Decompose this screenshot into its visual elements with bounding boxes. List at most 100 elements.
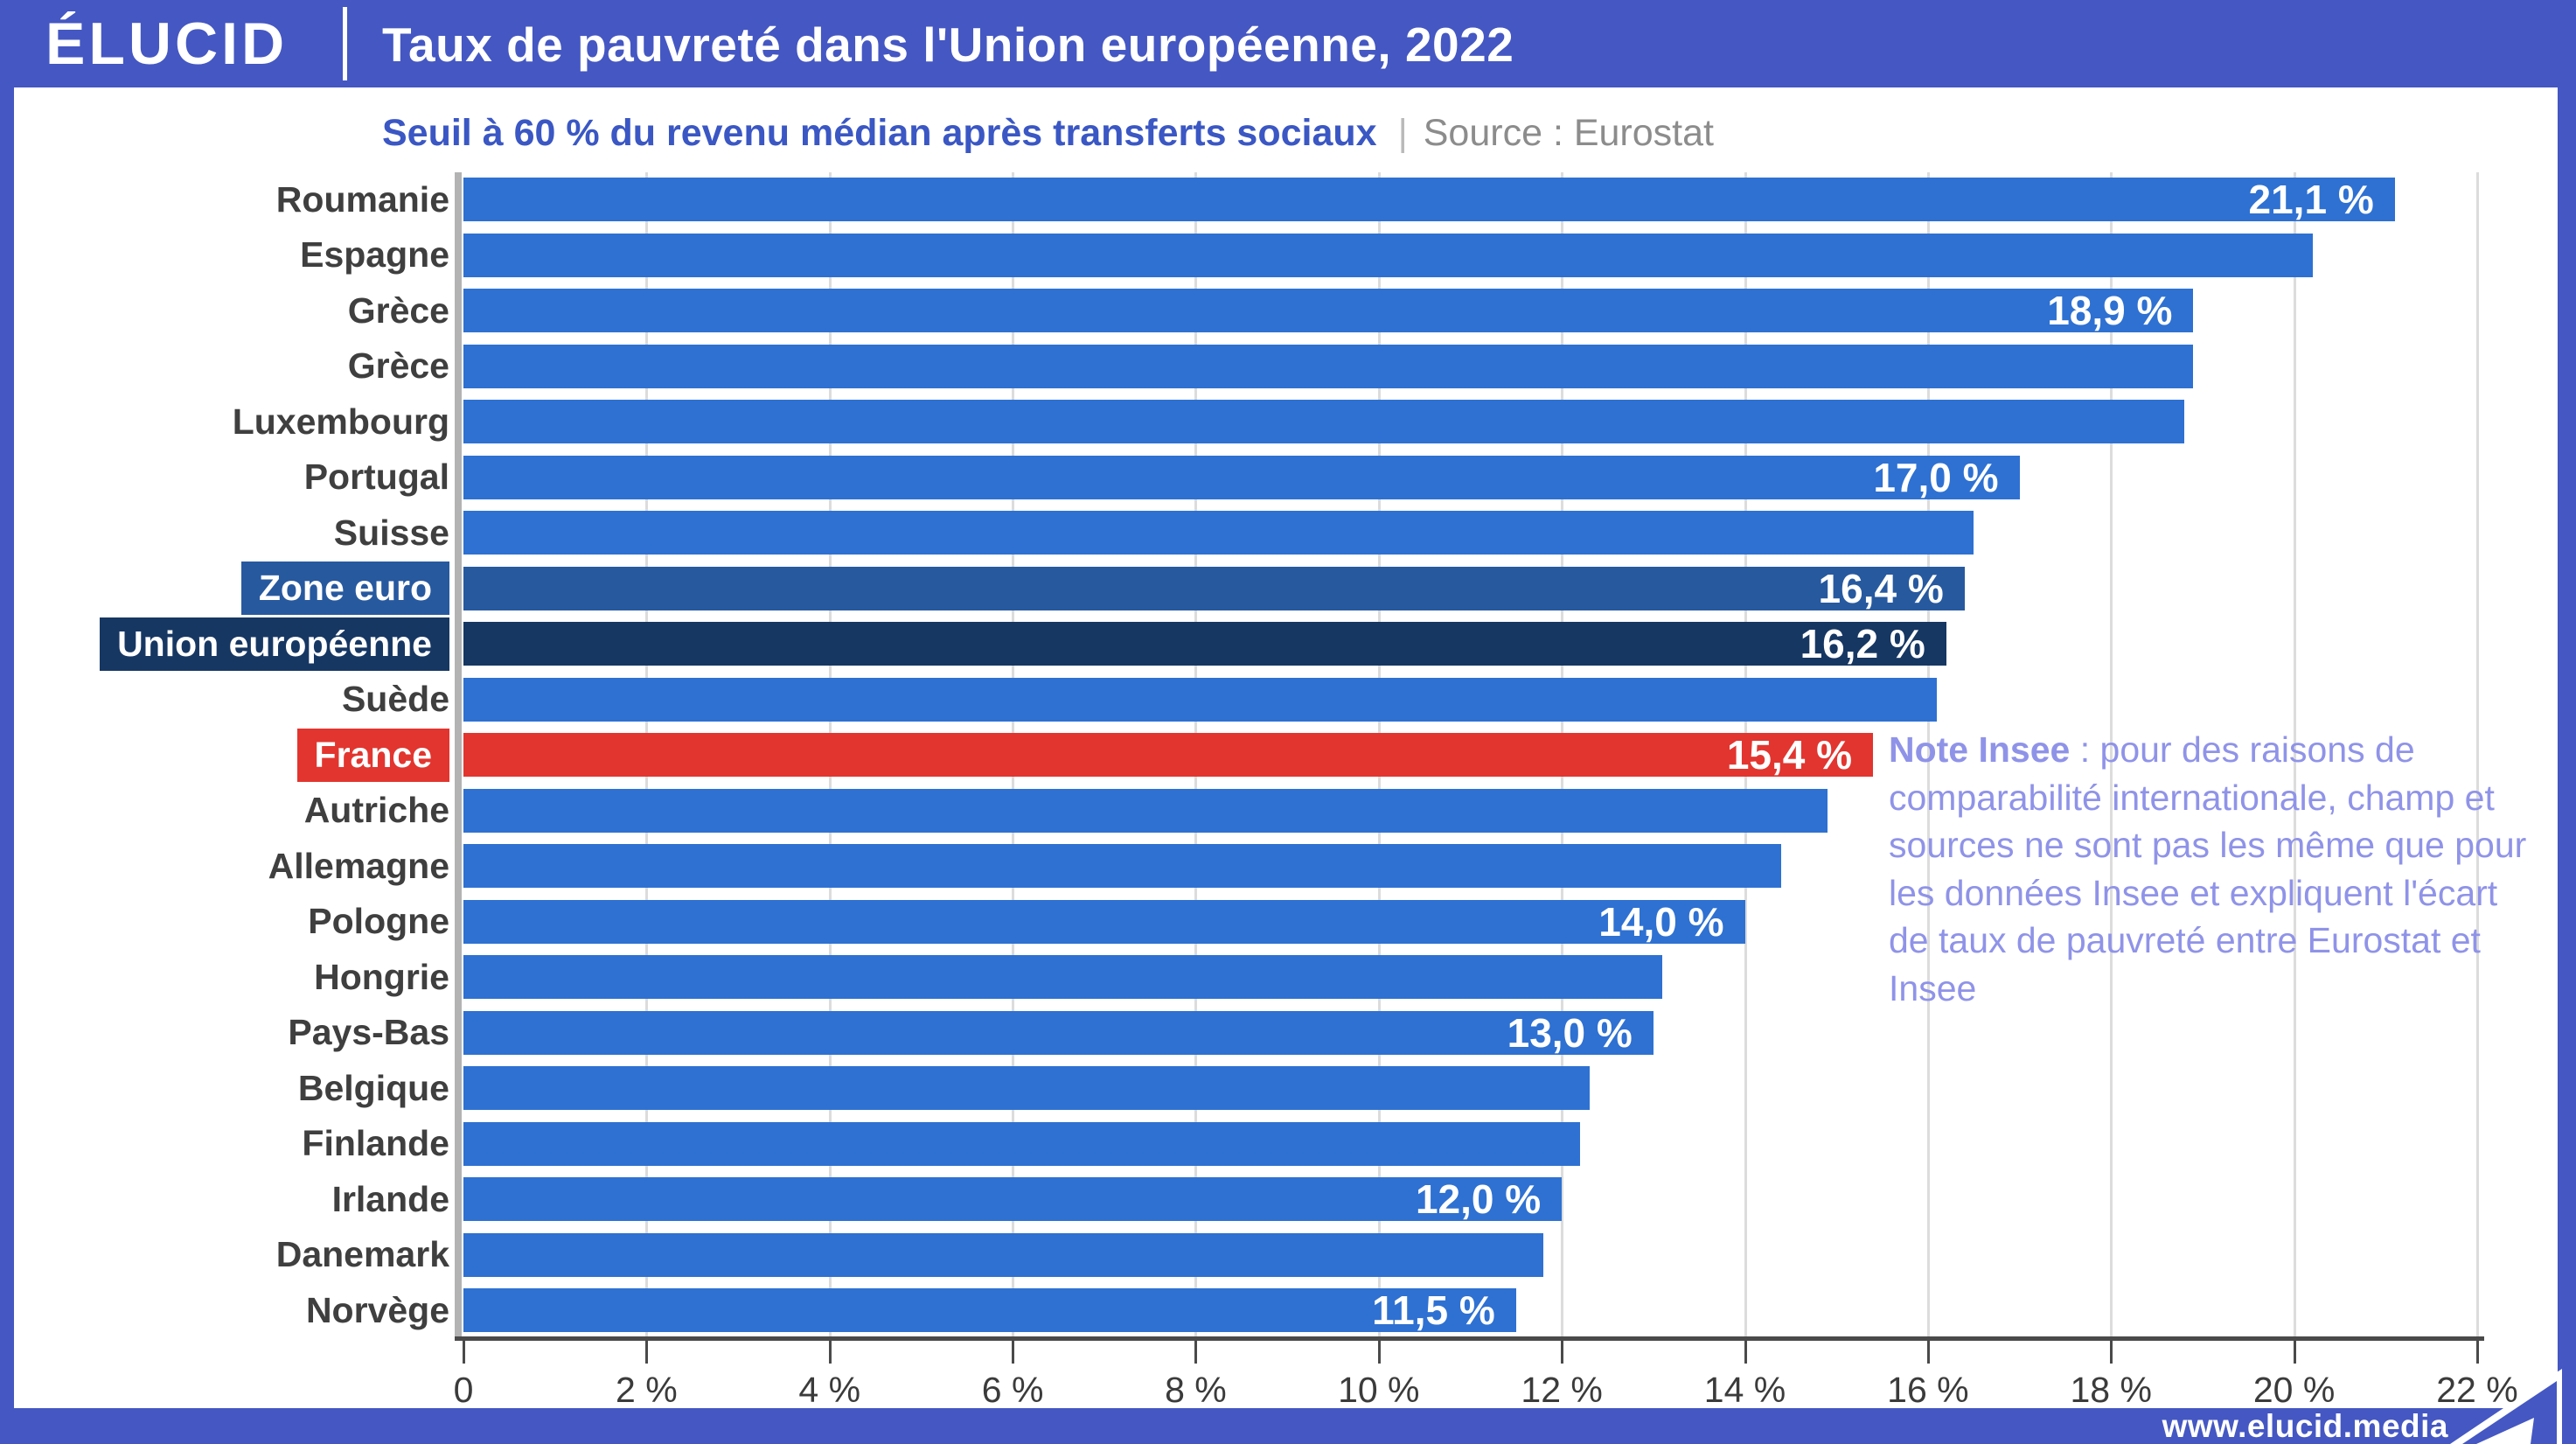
axis-tick-label: 14 % [1703, 1370, 1786, 1410]
bar-value-label: 12,0 % [1415, 1176, 1542, 1222]
country-label-text: Portugal [303, 457, 449, 497]
axis-tick [1194, 1341, 1198, 1364]
bar: 21,1 % [463, 177, 2395, 222]
country-label-text: Espagne [300, 234, 449, 275]
bar: 12,0 % [463, 1176, 1563, 1222]
country-label-text: Danemark [275, 1234, 449, 1274]
bar-value-label: 17,0 % [1873, 454, 1999, 500]
country-label: Finlande [14, 1122, 449, 1166]
country-label-text: Suède [341, 679, 449, 719]
country-label-text: Irlande [331, 1178, 449, 1219]
country-label: Irlande [14, 1177, 449, 1221]
country-label-text: Allemagne [268, 845, 449, 886]
country-label-text: Pologne [308, 901, 449, 941]
axis-tick [2475, 1341, 2479, 1364]
elucid-flag-icon [2450, 1369, 2562, 1444]
axis-tick-label: 10 % [1338, 1370, 1420, 1410]
axis-tick-label: 22 % [2436, 1370, 2518, 1410]
country-label-text: Hongrie [314, 956, 449, 997]
country-label: Suède [14, 678, 449, 722]
bar: 16,4 % [463, 565, 1965, 611]
bar [463, 1232, 1544, 1277]
axis-tick-label: 20 % [2252, 1370, 2336, 1410]
country-label: Luxembourg [14, 400, 449, 443]
country-label: Suisse [14, 511, 449, 555]
bar-value-label: 16,2 % [1800, 621, 1925, 666]
header-bar: ÉLUCID Taux de pauvreté dans l'Union eur… [0, 0, 2576, 87]
country-label-text: Finlande [302, 1123, 449, 1163]
header-separator [343, 7, 347, 80]
bar [463, 844, 1782, 888]
country-label: Danemark [14, 1233, 449, 1277]
insee-note: Note Insee : pour des raisons de compara… [1889, 726, 2545, 1012]
country-label-text: Luxembourg [232, 401, 449, 442]
axis-tick-label: 0 [453, 1370, 474, 1410]
bar-value-label: 14,0 % [1598, 898, 1724, 945]
chart-panel: Seuil à 60 % du revenu médian après tran… [14, 87, 2558, 1410]
axis-tick-label: 18 % [2070, 1370, 2152, 1410]
bar [463, 344, 2194, 388]
y-axis-line [455, 172, 462, 1336]
bar [463, 511, 1974, 555]
bar-value-label: 18,9 % [2047, 288, 2173, 333]
bar [463, 677, 1938, 722]
gridline [1926, 172, 1930, 1336]
bar: 17,0 % [463, 454, 2020, 500]
country-label-text: Belgique [297, 1067, 449, 1108]
axis-tick [1744, 1341, 1747, 1364]
axis-tick [1377, 1341, 1381, 1364]
elucid-logo: ÉLUCID [45, 10, 289, 77]
highlight-pill: Union européenne [100, 617, 449, 671]
bar [463, 788, 1828, 833]
highlight-label: Union européenne [14, 617, 449, 671]
bar: 15,4 % [463, 732, 1874, 778]
bar [463, 1121, 1581, 1166]
country-label-text: Roumanie [275, 178, 449, 220]
axis-tick [2110, 1341, 2113, 1364]
bar-value-label: 11,5 % [1372, 1287, 1495, 1333]
footer-bar: www.elucid.media [0, 1408, 2576, 1444]
bar [463, 1066, 1590, 1110]
country-label: Roumanie [14, 178, 449, 221]
country-label-text: Grèce [347, 289, 449, 331]
website-link[interactable]: www.elucid.media [2162, 1408, 2448, 1444]
country-label-text: Norvège [305, 1289, 449, 1330]
bar [463, 400, 2184, 443]
gridline [2293, 172, 2296, 1336]
bar-value-label: 15,4 % [1726, 732, 1853, 778]
bar: 13,0 % [463, 1009, 1654, 1056]
bar [463, 233, 2313, 277]
axis-tick-label: 6 % [981, 1370, 1044, 1410]
page-title: Taux de pauvreté dans l'Union européenne… [382, 17, 1514, 72]
country-label: Pologne [14, 900, 449, 944]
country-label: Pays-Bas [14, 1011, 449, 1055]
bar-value-label: 13,0 % [1507, 1009, 1633, 1056]
country-label-text: Suisse [333, 512, 449, 553]
bar: 14,0 % [463, 898, 1745, 945]
bar-chart: 0 2 % 4 % 6 % 8 % 10 % 12 % 14 % 16 % 18 % 20 % 22 … [14, 87, 2558, 1410]
country-label: Belgique [14, 1066, 449, 1110]
country-label: Hongrie [14, 955, 449, 999]
highlight-label: France [14, 728, 449, 782]
bar-value-label: 16,4 % [1818, 565, 1944, 611]
insee-note-text: : pour des raisons de comparabilité inte… [1889, 729, 2527, 1008]
country-label: Portugal [14, 456, 449, 499]
axis-tick-label: 2 % [616, 1370, 678, 1410]
bar: 16,2 % [463, 621, 1946, 666]
country-label: Grèce [14, 345, 449, 388]
subtitle-divider: | [1397, 112, 1408, 154]
axis-tick-label: 12 % [1521, 1370, 1603, 1410]
subtitle-text: Seuil à 60 % du revenu médian après tran… [382, 112, 1377, 154]
axis-tick [2293, 1341, 2296, 1364]
axis-tick [463, 1341, 465, 1364]
highlight-pill: Zone euro [240, 562, 449, 615]
axis-tick [1012, 1341, 1015, 1364]
source-text: Source : Eurostat [1423, 112, 1714, 154]
highlight-pill: France [296, 728, 449, 782]
country-label: Norvège [14, 1288, 449, 1332]
bar [463, 955, 1663, 999]
bar: 18,9 % [463, 288, 2194, 333]
gridline [2475, 172, 2479, 1336]
axis-tick-label: 4 % [798, 1370, 861, 1410]
